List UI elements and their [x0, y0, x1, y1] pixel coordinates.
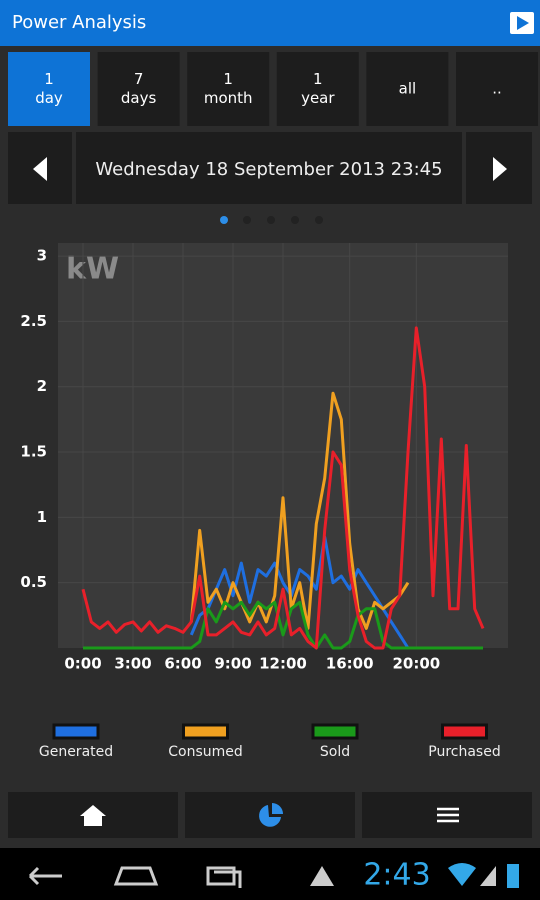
chart: 0.5 1 1.5 2 2.5 3 0:00 3:00 6:00 9:00 12:00 16:00 20…: [20, 243, 508, 673]
home-nav-button[interactable]: [113, 866, 159, 886]
series-line: [189, 391, 410, 630]
tab-label: all: [399, 80, 417, 98]
tab-background: [8, 52, 90, 126]
legend-swatch: [182, 723, 229, 740]
tab-label: 1: [223, 70, 233, 88]
tab-label: day: [35, 89, 63, 107]
legend-label: Consumed: [168, 744, 243, 760]
x-tick-label: 0:00: [64, 655, 101, 673]
y-tick-label: 3: [37, 247, 47, 265]
page-dots: [220, 216, 323, 224]
home-button[interactable]: [8, 792, 178, 838]
series-line: [81, 326, 485, 650]
date-label: Wednesday 18 September 2013 23:45: [95, 159, 442, 180]
y-tick-label: 2: [37, 377, 47, 395]
y-tick-label: 2.5: [20, 312, 47, 330]
series-line: [189, 535, 417, 650]
tab-label: ..: [492, 80, 502, 98]
tab-background: [187, 52, 270, 126]
legend-swatch: [52, 723, 100, 740]
prev-button[interactable]: [8, 132, 72, 204]
battery-icon: [507, 864, 519, 888]
header-title: Power Analysis: [12, 12, 146, 33]
back-button[interactable]: [28, 866, 62, 886]
x-tick-label: 20:00: [392, 655, 440, 673]
date-box: [76, 132, 462, 204]
x-tick-label: 9:00: [214, 655, 251, 673]
legend-label: Generated: [39, 744, 113, 760]
tab-background: [97, 52, 180, 126]
x-tick-label: 16:00: [326, 655, 374, 673]
unit-label: kW: [66, 252, 119, 287]
tab-label: 1: [44, 70, 54, 88]
legend-swatch: [311, 723, 359, 740]
menu-button[interactable]: [362, 792, 532, 838]
series-line: [83, 600, 483, 650]
chart-button[interactable]: [185, 792, 355, 838]
legend-label: Sold: [320, 744, 350, 760]
play-button[interactable]: [510, 12, 534, 34]
x-tick-label: 3:00: [114, 655, 151, 673]
x-tick-label: 6:00: [164, 655, 201, 673]
header-bar: [0, 0, 540, 46]
period-tab[interactable]: all: [366, 52, 449, 126]
tab-label: year: [301, 89, 335, 107]
nav-bar: 2:43: [0, 848, 540, 900]
tab-background: [456, 52, 538, 126]
tab-label: month: [204, 89, 253, 107]
x-tick-label: 12:00: [259, 655, 307, 673]
tab-label: 1: [313, 70, 323, 88]
y-tick-label: 1.5: [20, 443, 47, 461]
tab-background: [366, 52, 449, 126]
clock: 2:43: [363, 858, 430, 893]
recent-button[interactable]: [206, 866, 242, 888]
period-tab[interactable]: ..: [456, 52, 538, 126]
tab-background: [276, 52, 359, 126]
legend: Generated Consumed Sold Purchased: [39, 723, 501, 760]
wifi-icon: [448, 863, 476, 886]
legend-swatch: [441, 723, 488, 740]
y-tick-label: 1: [37, 508, 47, 526]
tab-label: days: [121, 89, 157, 107]
tab-label: 7: [134, 70, 144, 88]
warning-icon: [310, 866, 334, 886]
signal-icon: [480, 866, 496, 886]
next-button[interactable]: [466, 132, 532, 204]
bottom-toolbar: [8, 792, 532, 838]
y-tick-label: 0.5: [20, 573, 47, 591]
legend-label: Purchased: [428, 744, 500, 760]
